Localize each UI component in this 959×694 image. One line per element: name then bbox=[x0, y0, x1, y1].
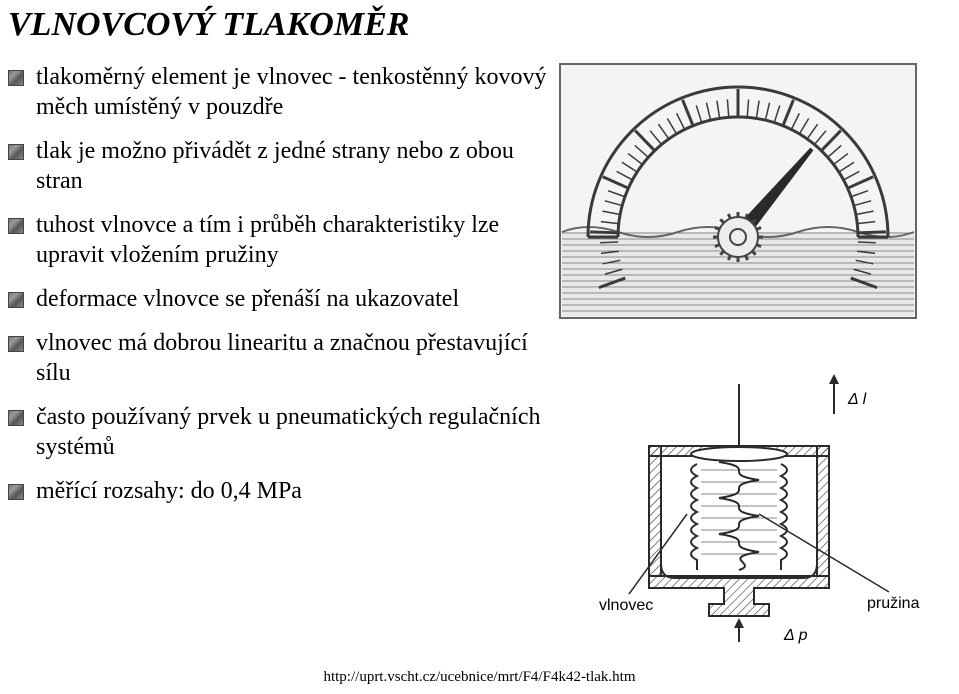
page-title: VLNOVCOVÝ TLAKOMĚR bbox=[8, 6, 959, 44]
list-item: měřící rozsahy: do 0,4 MPa bbox=[8, 476, 548, 506]
bellows-illustration: Δ l bbox=[589, 364, 929, 644]
bellows bbox=[691, 464, 787, 570]
bullet-column: tlakoměrný element je vlnovec - tenkostě… bbox=[0, 62, 548, 520]
delta-p-label: Δ p bbox=[783, 627, 808, 644]
delta-p-arrow bbox=[734, 618, 744, 642]
figures-column bbox=[548, 62, 959, 322]
gauge-illustration bbox=[558, 62, 918, 322]
delta-l-label: Δ l bbox=[847, 391, 867, 408]
list-item: vlnovec má dobrou linearitu a značnou př… bbox=[8, 328, 548, 388]
delta-l-arrow: Δ l bbox=[829, 374, 867, 414]
list-item: tlakoměrný element je vlnovec - tenkostě… bbox=[8, 62, 548, 122]
list-item: tuhost vlnovce a tím i průběh charakteri… bbox=[8, 210, 548, 270]
footer-link: http://uprt.vscht.cz/ucebnice/mrt/F4/F4k… bbox=[323, 669, 635, 686]
list-item: tlak je možno přivádět z jedné strany ne… bbox=[8, 136, 548, 196]
vlnovec-label: vlnovec bbox=[599, 597, 653, 614]
pruzina-label: pružina bbox=[867, 595, 920, 612]
list-item: často používaný prvek u pneumatických re… bbox=[8, 402, 548, 462]
list-item: deformace vlnovce se přenáší na ukazovat… bbox=[8, 284, 548, 314]
bullet-list: tlakoměrný element je vlnovec - tenkostě… bbox=[8, 62, 548, 506]
